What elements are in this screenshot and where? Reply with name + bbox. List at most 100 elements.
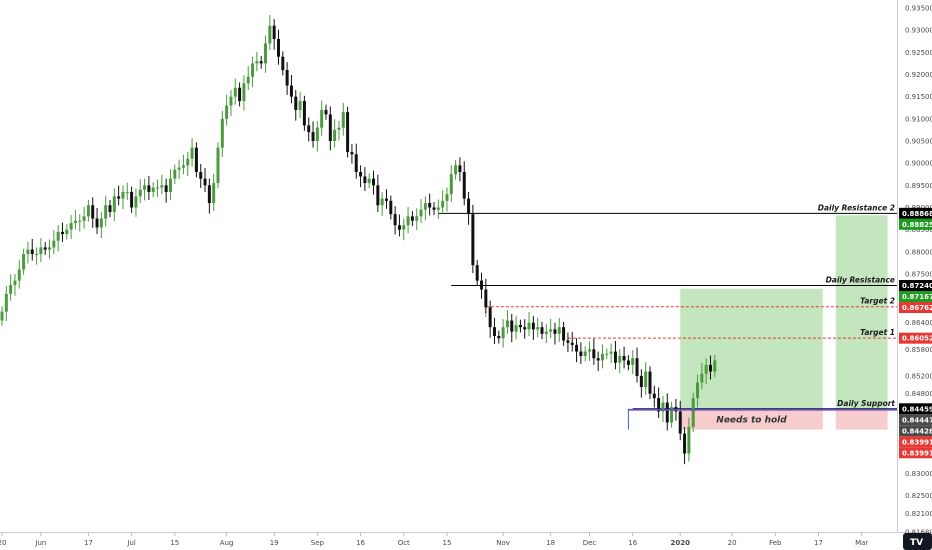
candle-bearish[interactable] (376, 185, 380, 206)
candle-bullish[interactable] (173, 169, 177, 179)
candle-bullish[interactable] (190, 147, 194, 159)
candle-bullish[interactable] (121, 191, 125, 199)
candle-bearish[interactable] (540, 327, 544, 334)
candle-bullish[interactable] (505, 320, 509, 328)
candle-bearish[interactable] (199, 172, 203, 179)
candle-bearish[interactable] (579, 351, 583, 356)
candle-bearish[interactable] (43, 247, 47, 250)
candle-bearish[interactable] (678, 411, 682, 434)
candle-bullish[interactable] (341, 112, 345, 128)
candle-bearish[interactable] (285, 70, 289, 86)
candle-bearish[interactable] (328, 114, 332, 141)
candle-bearish[interactable] (259, 61, 263, 64)
candle-bearish[interactable] (60, 231, 64, 235)
candle-bullish[interactable] (216, 147, 220, 184)
candle-bearish[interactable] (410, 216, 414, 221)
candle-bearish[interactable] (393, 214, 397, 226)
candle-bearish[interactable] (302, 101, 306, 126)
candle-bullish[interactable] (17, 269, 21, 281)
candle-bullish[interactable] (367, 178, 371, 184)
candle-bullish[interactable] (35, 254, 39, 256)
candle-bullish[interactable] (48, 247, 52, 250)
candle-bullish[interactable] (419, 209, 423, 217)
candle-bearish[interactable] (492, 327, 496, 337)
profit-zone[interactable] (835, 215, 888, 409)
candle-bearish[interactable] (203, 178, 207, 186)
candle-bearish[interactable] (531, 322, 535, 330)
candle-bullish[interactable] (315, 127, 319, 141)
candle-bearish[interactable] (484, 289, 488, 308)
candle-bearish[interactable] (480, 280, 484, 290)
candle-bullish[interactable] (449, 174, 453, 195)
candle-bullish[interactable] (514, 324, 518, 332)
candle-bullish[interactable] (233, 87, 237, 97)
candle-bearish[interactable] (363, 176, 367, 184)
candle-bullish[interactable] (69, 222, 73, 230)
candle-bullish[interactable] (134, 196, 138, 208)
candle-bullish[interactable] (380, 198, 384, 206)
candle-bearish[interactable] (207, 185, 211, 204)
candle-bearish[interactable] (272, 25, 276, 40)
loss-zone[interactable] (680, 408, 823, 430)
candle-bullish[interactable] (406, 216, 410, 226)
candle-bullish[interactable] (618, 355, 622, 363)
candle-bearish[interactable] (147, 185, 151, 192)
candle-bearish[interactable] (95, 218, 99, 228)
candle-bullish[interactable] (186, 158, 190, 166)
candle-bullish[interactable] (670, 406, 674, 423)
candle-bullish[interactable] (704, 364, 708, 374)
candle-bullish[interactable] (600, 353, 604, 361)
candle-bullish[interactable] (229, 96, 233, 106)
candle-bearish[interactable] (471, 214, 475, 266)
candle-bearish[interactable] (324, 109, 328, 115)
candle-bearish[interactable] (346, 112, 350, 153)
candle-bullish[interactable] (73, 220, 77, 223)
candle-bullish[interactable] (160, 185, 164, 188)
candle-bullish[interactable] (549, 329, 553, 332)
candle-bullish[interactable] (13, 280, 17, 286)
candle-bullish[interactable] (527, 322, 531, 330)
candle-bullish[interactable] (220, 118, 224, 148)
candle-bearish[interactable] (613, 351, 617, 363)
candle-bullish[interactable] (501, 327, 505, 339)
candle-bullish[interactable] (436, 207, 440, 210)
candle-bearish[interactable] (384, 198, 388, 201)
candle-bearish[interactable] (311, 132, 315, 141)
candle-bullish[interactable] (696, 382, 700, 399)
candle-bullish[interactable] (26, 249, 30, 255)
candle-bearish[interactable] (117, 196, 121, 199)
candle-bearish[interactable] (130, 191, 134, 208)
candle-bullish[interactable] (605, 353, 609, 355)
candle-bearish[interactable] (497, 336, 501, 339)
candle-bearish[interactable] (592, 349, 596, 359)
candle-bearish[interactable] (626, 360, 630, 365)
candle-bearish[interactable] (523, 327, 527, 330)
candle-bullish[interactable] (687, 426, 691, 454)
candle-bullish[interactable] (544, 331, 548, 334)
candle-bullish[interactable] (423, 203, 427, 210)
candle-bullish[interactable] (212, 183, 216, 204)
candle-bullish[interactable] (661, 402, 665, 412)
candle-bullish[interactable] (86, 205, 90, 217)
candle-bullish[interactable] (151, 187, 155, 192)
candle-bullish[interactable] (333, 129, 337, 141)
candle-bullish[interactable] (713, 360, 717, 372)
candle-bullish[interactable] (441, 200, 445, 208)
candle-bearish[interactable] (562, 327, 566, 341)
loss-zone[interactable] (835, 408, 888, 430)
candle-bearish[interactable] (350, 152, 354, 155)
candle-bullish[interactable] (225, 105, 229, 119)
candle-bullish[interactable] (268, 25, 272, 44)
candle-bullish[interactable] (52, 240, 56, 248)
candle-bullish[interactable] (644, 371, 648, 388)
candle-bullish[interactable] (125, 191, 129, 193)
candle-bullish[interactable] (631, 358, 635, 365)
candle-bearish[interactable] (289, 85, 293, 97)
candle-bearish[interactable] (354, 154, 358, 173)
candle-bullish[interactable] (700, 373, 704, 383)
candle-bullish[interactable] (588, 349, 592, 352)
candle-bullish[interactable] (583, 351, 587, 356)
candle-bearish[interactable] (596, 358, 600, 361)
candle-bullish[interactable] (255, 61, 259, 64)
candle-bearish[interactable] (91, 205, 95, 219)
